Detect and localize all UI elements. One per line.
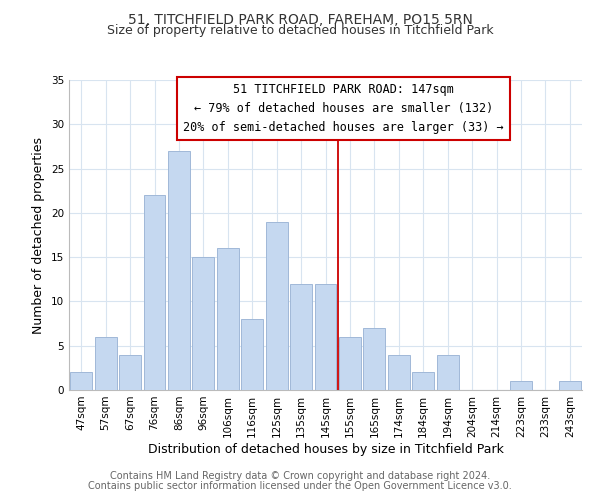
Bar bbox=[437, 354, 458, 390]
Text: 51 TITCHFIELD PARK ROAD: 147sqm
← 79% of detached houses are smaller (132)
20% o: 51 TITCHFIELD PARK ROAD: 147sqm ← 79% of… bbox=[183, 83, 504, 134]
Bar bbox=[119, 354, 141, 390]
Bar bbox=[339, 337, 361, 390]
Bar bbox=[143, 195, 166, 390]
Bar bbox=[364, 328, 385, 390]
Bar bbox=[290, 284, 312, 390]
Text: Contains public sector information licensed under the Open Government Licence v3: Contains public sector information licen… bbox=[88, 481, 512, 491]
Bar bbox=[70, 372, 92, 390]
Bar bbox=[510, 381, 532, 390]
Bar bbox=[168, 151, 190, 390]
Bar bbox=[217, 248, 239, 390]
Bar bbox=[314, 284, 337, 390]
Bar bbox=[388, 354, 410, 390]
Y-axis label: Number of detached properties: Number of detached properties bbox=[32, 136, 46, 334]
Text: Contains HM Land Registry data © Crown copyright and database right 2024.: Contains HM Land Registry data © Crown c… bbox=[110, 471, 490, 481]
Text: Size of property relative to detached houses in Titchfield Park: Size of property relative to detached ho… bbox=[107, 24, 493, 37]
Text: 51, TITCHFIELD PARK ROAD, FAREHAM, PO15 5RN: 51, TITCHFIELD PARK ROAD, FAREHAM, PO15 … bbox=[128, 12, 472, 26]
Bar bbox=[241, 319, 263, 390]
Bar bbox=[95, 337, 116, 390]
Bar bbox=[266, 222, 287, 390]
X-axis label: Distribution of detached houses by size in Titchfield Park: Distribution of detached houses by size … bbox=[148, 442, 503, 456]
Bar bbox=[193, 257, 214, 390]
Bar bbox=[559, 381, 581, 390]
Bar bbox=[412, 372, 434, 390]
